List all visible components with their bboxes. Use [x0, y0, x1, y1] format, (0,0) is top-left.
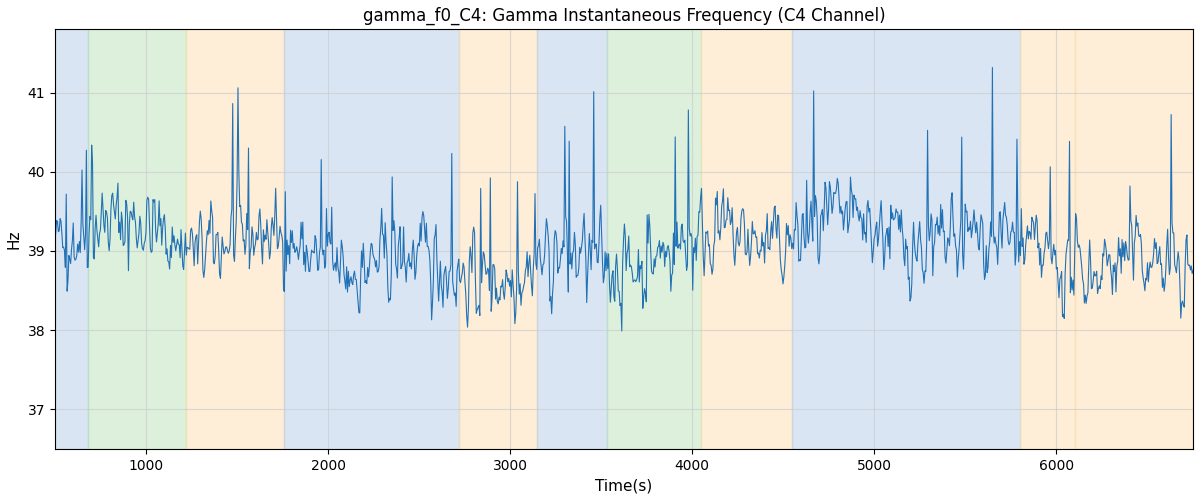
Bar [607, 30, 701, 449]
Bar [538, 30, 607, 449]
Title: gamma_f0_C4: Gamma Instantaneous Frequency (C4 Channel): gamma_f0_C4: Gamma Instantaneous Frequen… [362, 7, 886, 25]
Bar [284, 30, 460, 449]
Y-axis label: Hz: Hz [7, 230, 22, 249]
Bar [186, 30, 284, 449]
X-axis label: Time(s): Time(s) [595, 478, 653, 493]
Bar [1020, 30, 1075, 449]
Bar [88, 30, 186, 449]
Bar [701, 30, 792, 449]
Bar [55, 30, 88, 449]
Bar [792, 30, 1020, 449]
Bar [460, 30, 538, 449]
Bar [1075, 30, 1193, 449]
